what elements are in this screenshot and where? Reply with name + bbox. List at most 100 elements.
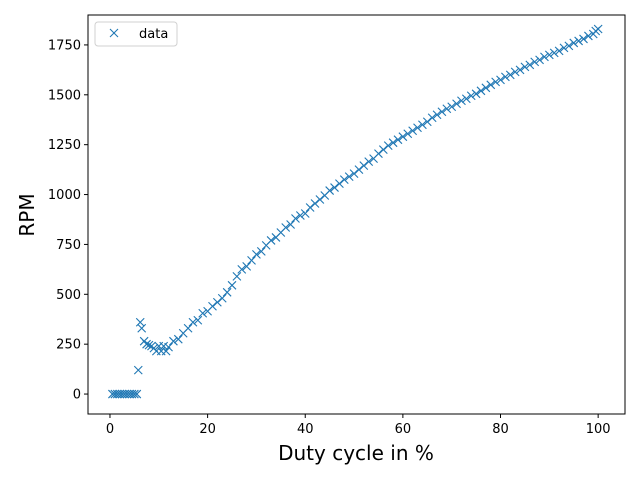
data-point — [442, 104, 452, 114]
data-point — [574, 36, 584, 46]
data-point — [295, 211, 305, 220]
data-point — [583, 31, 593, 41]
data-point — [476, 86, 486, 96]
legend: data — [94, 21, 178, 47]
data-point — [510, 67, 520, 77]
data-points — [108, 24, 603, 399]
data-point — [427, 113, 437, 123]
data-point — [535, 55, 544, 65]
data-point — [169, 336, 178, 346]
data-point — [569, 38, 579, 48]
data-point — [217, 293, 227, 303]
y-tick-label: 1250 — [48, 138, 81, 153]
data-point — [286, 220, 295, 229]
plot-area — [87, 14, 626, 415]
data-point — [339, 175, 349, 184]
data-point — [354, 165, 364, 175]
data-point — [388, 138, 398, 148]
x-tick-label: 0 — [106, 422, 114, 437]
y-tick-label: 0 — [73, 388, 81, 403]
legend-box — [94, 21, 178, 47]
legend-label: data — [139, 27, 168, 42]
data-point — [471, 89, 481, 99]
data-point — [540, 52, 549, 62]
data-point — [132, 389, 142, 399]
legend-marker-icon — [109, 28, 119, 38]
data-point — [135, 317, 145, 327]
data-point — [408, 126, 418, 136]
data-point — [137, 323, 147, 333]
data-point — [227, 280, 237, 290]
data-point — [305, 203, 315, 212]
data-point — [554, 46, 564, 56]
data-point — [247, 255, 256, 265]
data-point — [520, 62, 530, 72]
data-point — [579, 34, 588, 44]
y-tick-label: 1000 — [48, 188, 81, 203]
y-tick-label: 250 — [56, 338, 81, 353]
data-point — [398, 132, 408, 142]
data-point — [212, 297, 222, 307]
data-point — [237, 264, 247, 274]
x-tick-label: 60 — [395, 422, 412, 437]
data-point — [281, 223, 291, 232]
data-point — [300, 209, 310, 218]
data-point — [374, 149, 383, 159]
data-point — [422, 117, 432, 127]
data-point — [129, 389, 139, 399]
data-point — [291, 214, 300, 223]
data-point — [564, 41, 574, 51]
data-point — [335, 179, 344, 188]
data-point — [593, 24, 603, 34]
data-point — [461, 94, 471, 104]
data-point — [173, 334, 183, 344]
data-point — [193, 315, 203, 325]
data-point — [161, 346, 171, 356]
data-point — [496, 75, 505, 85]
y-tick-label: 1750 — [48, 38, 81, 53]
data-point — [133, 365, 143, 375]
data-point — [222, 287, 232, 297]
data-point — [486, 80, 496, 90]
data-point — [349, 169, 359, 178]
data-point — [142, 339, 151, 349]
data-point — [208, 301, 217, 311]
data-point — [491, 77, 501, 87]
data-point — [378, 145, 388, 155]
data-point — [315, 195, 325, 204]
data-point — [437, 107, 447, 117]
data-point — [266, 236, 276, 245]
data-point — [559, 43, 569, 53]
x-axis: 0 20 40 60 80 100 — [106, 414, 611, 437]
data-point — [530, 57, 540, 67]
x-axis-title: Duty cycle in % — [278, 441, 434, 465]
data-point — [481, 83, 491, 93]
data-point — [549, 48, 559, 58]
data-point — [183, 323, 193, 333]
data-point — [447, 102, 457, 112]
y-tick-label: 750 — [56, 238, 81, 253]
data-point — [544, 50, 554, 60]
data-point — [403, 129, 413, 139]
data-point — [383, 141, 393, 151]
x-tick-label: 100 — [586, 422, 611, 437]
data-point — [252, 250, 261, 259]
y-tick-label: 500 — [56, 288, 81, 303]
data-point — [364, 157, 374, 167]
data-point — [144, 340, 154, 350]
y-tick-label: 1500 — [48, 88, 81, 103]
x-tick-label: 80 — [492, 422, 509, 437]
data-point — [413, 123, 422, 133]
data-point — [325, 186, 335, 195]
data-point — [256, 247, 266, 256]
data-point — [198, 308, 208, 318]
data-point — [418, 120, 427, 130]
x-tick-label: 40 — [297, 422, 314, 437]
data-point — [188, 317, 198, 327]
data-point — [310, 199, 320, 208]
data-point — [525, 60, 535, 70]
data-point — [242, 261, 252, 271]
y-axis-title: RPM — [15, 193, 39, 236]
data-point — [344, 172, 354, 181]
